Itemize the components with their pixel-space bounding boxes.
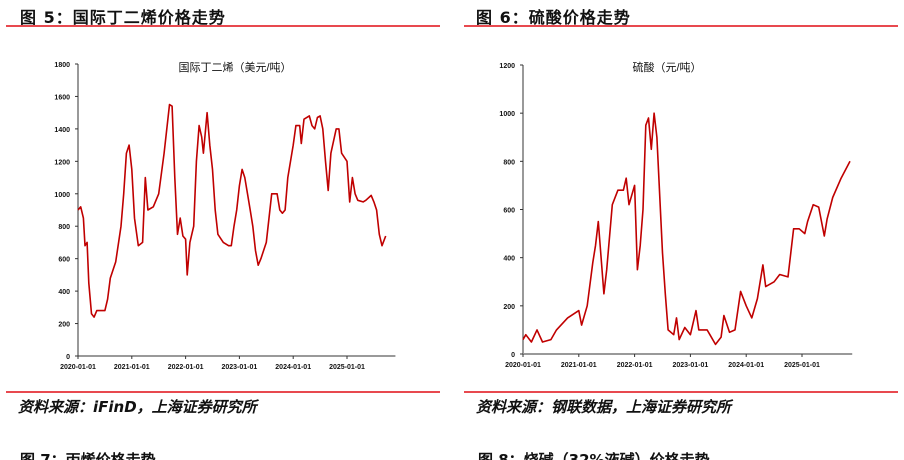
y-tick-label: 1000 xyxy=(499,111,515,118)
next-figure-title-left: 图 7：丙烯价格走势 xyxy=(20,451,156,460)
x-tick-label: 2024-01-01 xyxy=(275,364,311,371)
series-line xyxy=(77,103,387,318)
y-tick-label: 200 xyxy=(503,304,515,311)
figure-title-left: 图 5：国际丁二烯价格走势 xyxy=(20,8,226,27)
x-tick-label: 2020-01-01 xyxy=(60,364,96,371)
x-tick-label: 2023-01-01 xyxy=(672,362,708,369)
y-tick-label: 1200 xyxy=(54,159,70,166)
source-right: 资料来源：钢联数据，上海证券研究所 xyxy=(476,398,732,416)
source-rule-left xyxy=(6,391,440,393)
y-tick-label: 800 xyxy=(58,224,70,231)
x-tick-label: 2021-01-01 xyxy=(561,362,597,369)
source-left: 资料来源：iFinD，上海证券研究所 xyxy=(18,398,257,416)
chart-title: 国际丁二烯（美元/吨） xyxy=(178,61,291,74)
series-line xyxy=(522,112,851,346)
source-rule-right xyxy=(464,391,898,393)
y-tick-label: 1200 xyxy=(499,63,515,70)
y-tick-label: 400 xyxy=(58,289,70,296)
title-rule-left xyxy=(6,25,440,27)
figure-title-right: 图 6：硫酸价格走势 xyxy=(476,8,631,27)
y-tick-label: 400 xyxy=(503,256,515,263)
y-tick-label: 800 xyxy=(503,159,515,166)
x-tick-label: 2025-01-01 xyxy=(329,364,365,371)
y-tick-label: 1000 xyxy=(54,192,70,199)
x-tick-label: 2024-01-01 xyxy=(728,362,764,369)
y-tick-label: 0 xyxy=(66,354,70,361)
chart-title: 硫酸（元/吨） xyxy=(632,60,701,74)
x-tick-label: 2020-01-01 xyxy=(505,362,541,369)
y-tick-label: 600 xyxy=(58,257,70,264)
x-tick-label: 2022-01-01 xyxy=(168,364,204,371)
x-tick-label: 2021-01-01 xyxy=(114,364,150,371)
x-tick-label: 2023-01-01 xyxy=(221,364,257,371)
next-figure-title-right: 图 8：烧碱（32%液碱）价格走势 xyxy=(478,451,710,460)
y-tick-label: 200 xyxy=(58,322,70,329)
y-tick-label: 0 xyxy=(511,352,515,359)
x-tick-label: 2022-01-01 xyxy=(617,362,653,369)
y-tick-label: 600 xyxy=(503,208,515,215)
y-tick-label: 1600 xyxy=(54,94,70,101)
x-tick-label: 2025-01-01 xyxy=(784,362,820,369)
y-tick-label: 1800 xyxy=(54,62,70,69)
y-tick-label: 1400 xyxy=(54,127,70,134)
title-rule-right xyxy=(464,25,898,27)
